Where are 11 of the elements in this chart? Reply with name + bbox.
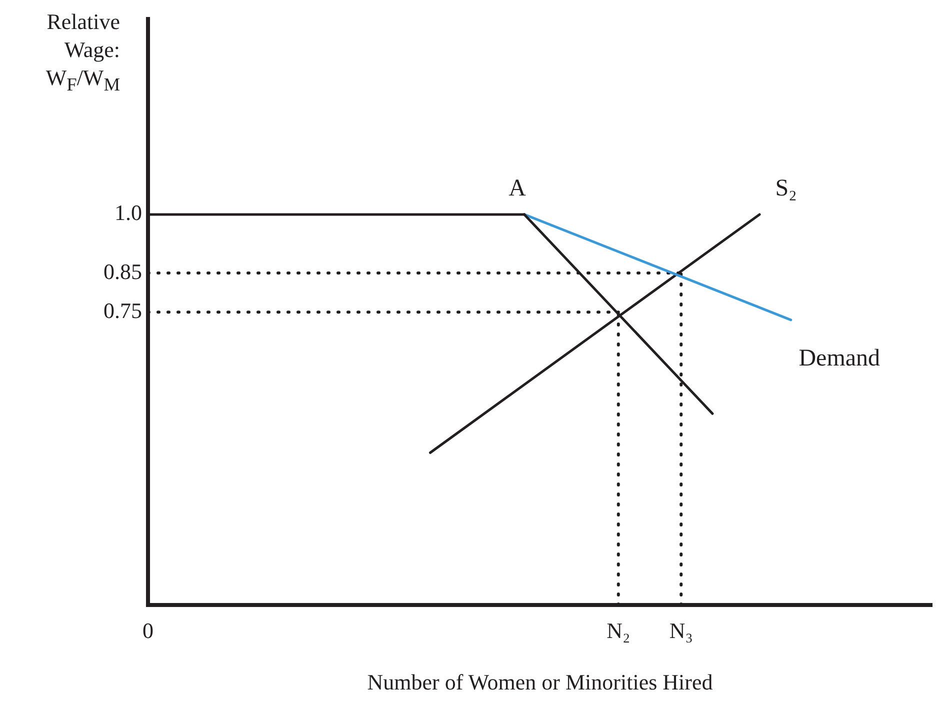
x-tick-label: N₂ (606, 618, 630, 643)
y-tick-label: 0.85 (104, 258, 142, 284)
annotation: S₂ (775, 175, 797, 202)
x-axis-title: Number of Women or Minorities Hired (367, 670, 713, 695)
x-tick-label: N₃ (669, 618, 693, 643)
annotation: A (508, 175, 527, 202)
y-tick-label: 0.75 (104, 298, 142, 323)
y-axis-title: Relative Wage: W$_{F}$/W$_{M}$ (44, 8, 120, 96)
annotation: Demand (798, 345, 880, 372)
y-tick-label: 1.0 (114, 200, 142, 226)
x-tick-label: 0 (142, 618, 154, 643)
